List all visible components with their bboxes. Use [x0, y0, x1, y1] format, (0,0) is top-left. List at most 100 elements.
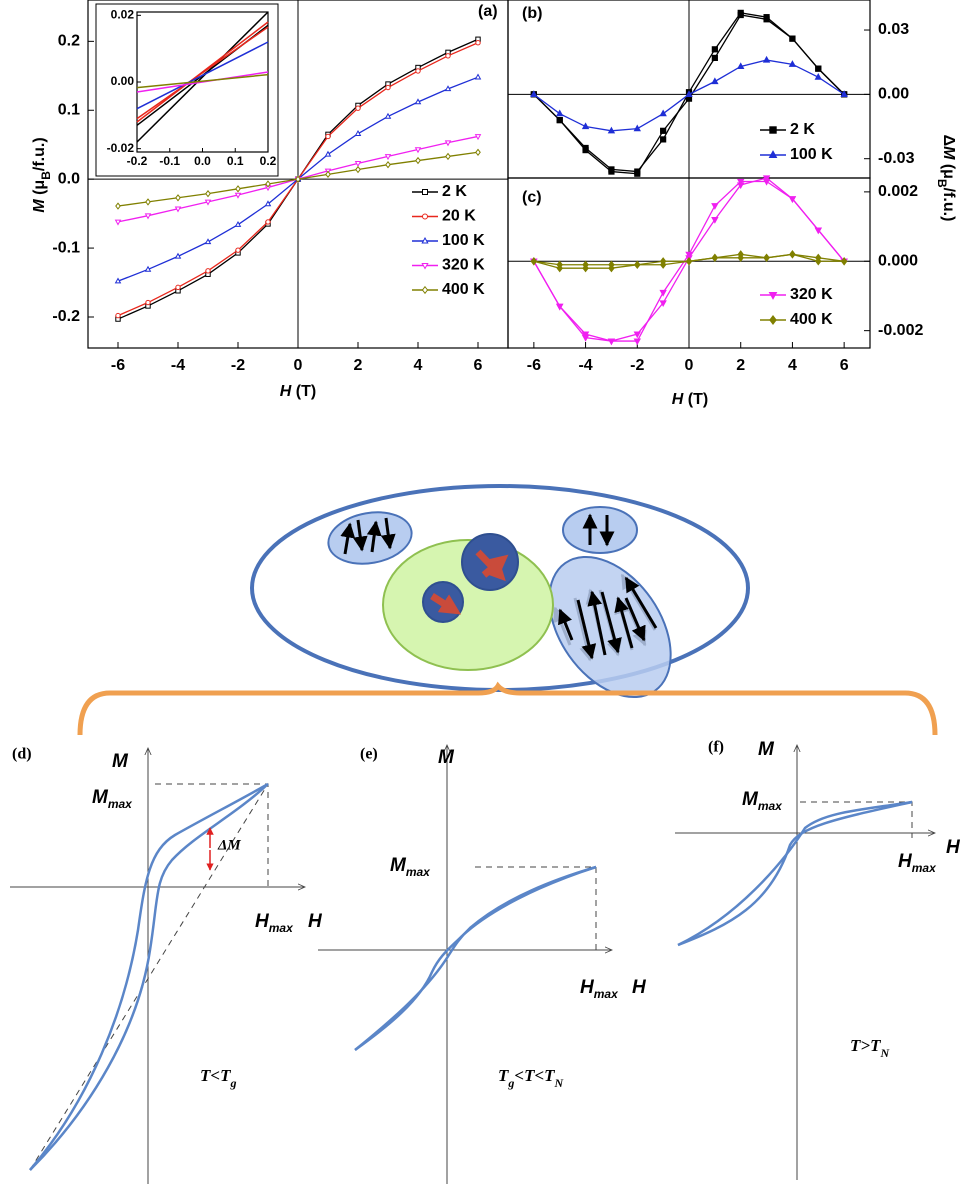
marker — [685, 90, 693, 97]
marker — [474, 73, 482, 80]
marker — [711, 46, 718, 53]
marker — [581, 331, 590, 339]
x-tick-label: 2 — [736, 357, 745, 374]
y-tick-label: 0.2 — [58, 33, 80, 50]
legend-label: 320 K — [442, 257, 485, 274]
marker — [444, 140, 452, 147]
marker — [840, 257, 848, 266]
series-line — [136, 73, 269, 89]
chart: 0.02 0.00 -0.02-0.2 -0.1 0.0 0.1 0.2 — [95, 3, 279, 177]
x-axis-label: H (T) — [672, 391, 708, 408]
marker — [385, 84, 391, 91]
marker — [711, 54, 718, 62]
series-line — [136, 26, 269, 120]
marker — [115, 312, 121, 319]
marker — [415, 68, 421, 74]
marker — [474, 134, 482, 141]
marker — [608, 260, 615, 269]
x-tick-label: 6 — [840, 357, 849, 374]
marker — [415, 156, 421, 165]
panel-label: (c) — [522, 189, 542, 206]
marker — [789, 250, 796, 259]
marker — [235, 185, 241, 193]
marker — [788, 60, 797, 67]
x-tick-label: 4 — [414, 357, 423, 374]
marker — [768, 150, 778, 159]
marker — [234, 220, 242, 227]
series-line — [136, 11, 269, 143]
marker — [840, 90, 848, 97]
marker — [660, 127, 667, 134]
marker — [355, 105, 361, 111]
x-tick-label: 0 — [294, 357, 303, 374]
marker — [354, 161, 362, 167]
marker — [144, 265, 152, 272]
mmax-label: Mmax — [92, 787, 133, 811]
marker — [174, 206, 182, 213]
y-tick-label: 0.00 — [878, 86, 909, 103]
legend-label: 400 K — [442, 281, 485, 298]
legend-label: 2 K — [442, 183, 467, 200]
marker — [475, 148, 481, 156]
x-tick-label: -4 — [171, 357, 185, 374]
marker — [788, 196, 797, 203]
panel-d — [10, 748, 305, 1184]
delta-label: ΔM — [217, 837, 241, 853]
y-tick-label: -0.03 — [878, 150, 915, 167]
y-tick-label: 0.02 — [111, 8, 135, 22]
x-tick-label: 4 — [788, 357, 797, 374]
marker — [685, 257, 693, 266]
axis-label: M — [758, 739, 775, 760]
x-tick-label: -0.1 — [159, 154, 180, 168]
charts: 0.2 0.1 0.0 -0.1 -0.2 -6 -4 -2 0 2 4 6 (a) 2 K 20 K 100… — [52, 0, 923, 374]
marker — [582, 147, 589, 154]
marker — [814, 227, 822, 235]
axis-label: H — [946, 837, 961, 858]
marker — [711, 77, 719, 85]
marker — [355, 165, 361, 174]
marker — [633, 338, 641, 346]
y-tick-label: -0.002 — [878, 322, 923, 339]
marker — [607, 338, 616, 346]
marker — [737, 11, 744, 19]
condition: T>TN — [850, 1036, 890, 1060]
x-tick-label: 0.1 — [227, 154, 244, 168]
panel-e — [318, 745, 612, 1184]
marker — [475, 40, 481, 46]
series-line — [136, 71, 269, 93]
marker — [634, 170, 641, 177]
mmax-label: Mmax — [742, 789, 783, 813]
marker — [815, 253, 822, 262]
marker — [115, 202, 121, 210]
marker — [633, 331, 641, 339]
marker — [144, 213, 152, 220]
x-tick-label: -2 — [630, 357, 644, 374]
marker — [384, 154, 392, 161]
marker — [205, 189, 211, 198]
marker — [324, 150, 332, 157]
marker — [659, 109, 667, 117]
marker — [737, 178, 745, 186]
axis-label: H — [308, 911, 323, 932]
marker — [556, 109, 564, 117]
marker — [414, 147, 422, 154]
marker — [634, 260, 641, 269]
marker — [422, 189, 428, 195]
marker — [384, 112, 392, 119]
chart: 0.03 0.00 -0.03 (b) 2 K 100 K — [507, 0, 915, 179]
marker — [815, 65, 822, 72]
marker — [325, 170, 331, 179]
marker — [204, 238, 212, 245]
marker — [421, 285, 429, 295]
legend-label: 2 K — [790, 121, 815, 138]
marker — [737, 62, 745, 70]
marker — [265, 180, 271, 188]
marker — [763, 253, 770, 262]
condition: T<Tg — [200, 1066, 236, 1090]
y-axis-label: ΔM (μB/f.u.) — [935, 135, 957, 222]
hmax-label: Hmax — [898, 851, 937, 875]
marker — [414, 98, 422, 105]
marker — [174, 252, 182, 259]
y-tick-label: -0.2 — [52, 308, 80, 325]
marker — [205, 268, 211, 274]
